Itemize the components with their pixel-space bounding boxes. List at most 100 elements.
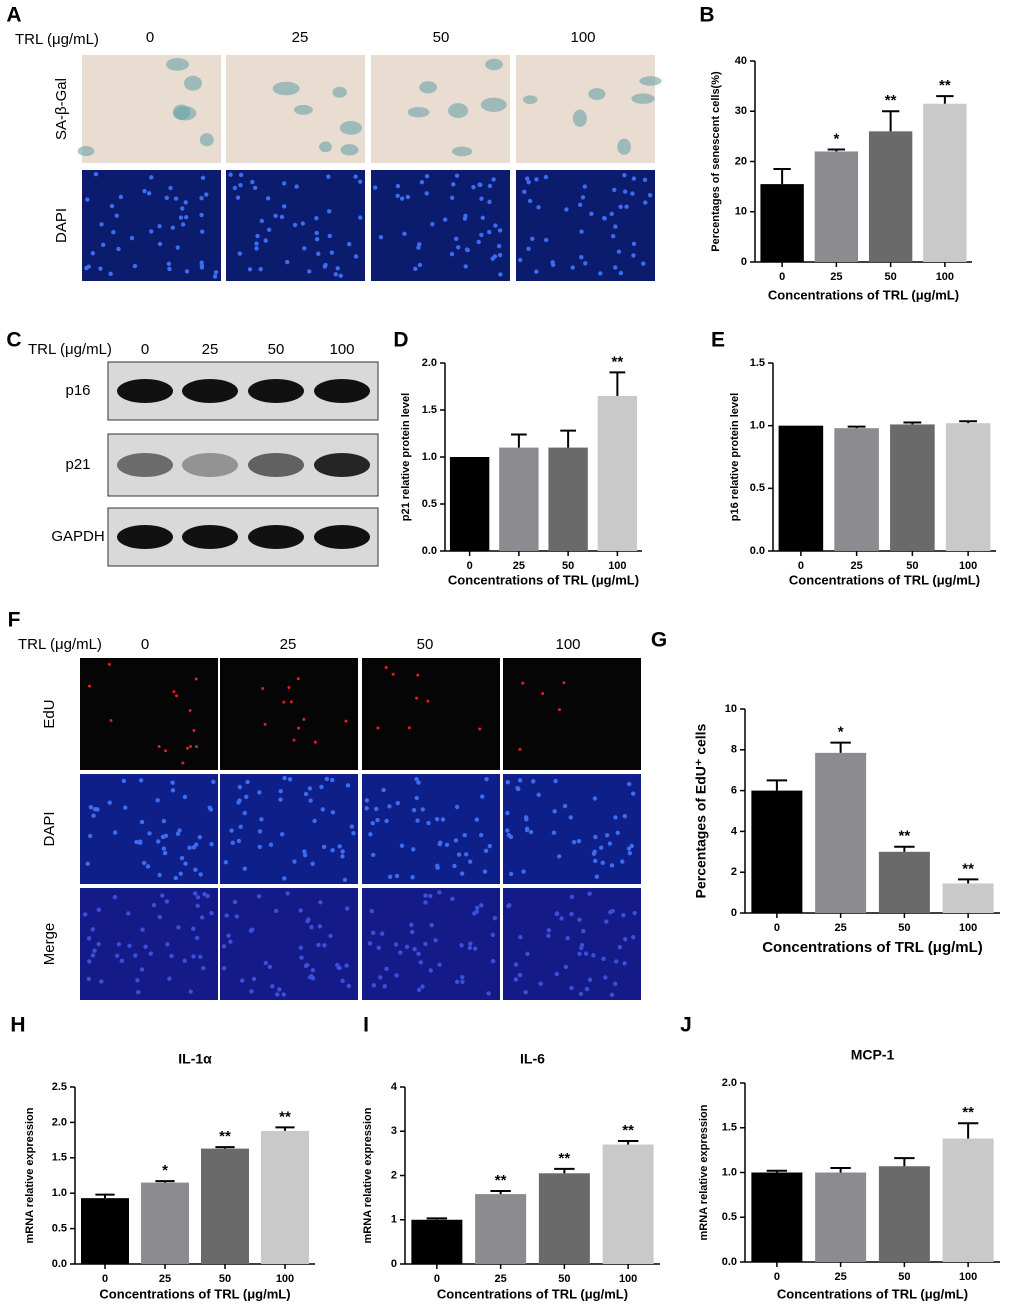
bar <box>868 131 913 262</box>
x-tick-label: 50 <box>898 1271 910 1283</box>
nucleus <box>476 239 481 245</box>
nucleus <box>358 215 363 220</box>
nucleus <box>518 935 523 940</box>
nucleus <box>116 942 122 947</box>
nucleus <box>100 242 106 248</box>
nucleus <box>479 903 484 908</box>
nucleus <box>381 787 386 793</box>
nucleus <box>273 213 278 219</box>
bar <box>890 424 935 551</box>
nucleus <box>194 677 198 681</box>
nucleus <box>249 989 254 994</box>
nucleus <box>198 872 203 877</box>
nucleus <box>346 983 351 989</box>
nucleus <box>508 834 514 840</box>
nucleus <box>474 909 480 914</box>
nucleus <box>416 673 420 677</box>
nucleus <box>626 846 632 851</box>
bar <box>538 1173 590 1264</box>
nucleus <box>437 890 442 895</box>
y-tick-label: 30 <box>735 105 747 117</box>
nucleus <box>199 265 205 270</box>
nucleus <box>344 719 348 723</box>
nucleus <box>308 798 313 803</box>
significance: ** <box>899 828 911 845</box>
stain <box>448 103 469 119</box>
nucleus <box>398 950 403 955</box>
nucleus <box>136 989 141 995</box>
bar <box>760 184 804 262</box>
column-label: 50 <box>417 636 434 653</box>
x-axis-label: Concentrations of TRL (μg/mL) <box>448 572 639 587</box>
nucleus <box>161 846 167 851</box>
condition-label: TRL (μg/mL) <box>18 636 102 653</box>
x-axis-label: Concentrations of TRL (μg/mL) <box>99 1286 290 1301</box>
nucleus <box>429 922 434 928</box>
nucleus <box>193 867 198 872</box>
nucleus <box>267 964 273 970</box>
significance: ** <box>279 1108 291 1125</box>
nucleus <box>451 182 456 187</box>
x-tick-label: 50 <box>885 271 897 283</box>
stain <box>332 86 347 98</box>
nucleus <box>314 216 319 221</box>
nucleus <box>554 971 559 977</box>
nucleus <box>92 807 98 812</box>
nucleus <box>242 810 247 816</box>
x-tick-label: 25 <box>851 560 863 572</box>
nucleus <box>109 718 113 722</box>
stain <box>631 93 655 104</box>
nucleus <box>647 192 653 198</box>
nucleus <box>423 893 428 898</box>
nucleus <box>157 241 163 247</box>
nucleus <box>279 214 285 220</box>
nucleus <box>454 804 460 810</box>
column-label: 25 <box>292 29 309 46</box>
nucleus <box>238 824 243 830</box>
nucleus <box>374 806 379 812</box>
y-axis-label: mRNA relative expression <box>362 1107 374 1243</box>
micrograph <box>503 774 641 884</box>
y-tick-label: 0 <box>731 907 737 919</box>
nucleus <box>506 903 511 909</box>
nucleus <box>478 182 483 187</box>
panel-letter: H <box>10 1014 25 1037</box>
nucleus <box>472 946 478 951</box>
nucleus <box>255 233 260 239</box>
x-tick-label: 0 <box>798 560 804 572</box>
nucleus <box>247 267 253 272</box>
stain <box>617 138 631 155</box>
nucleus <box>351 831 356 836</box>
significance: ** <box>962 860 974 877</box>
nucleus <box>261 686 265 690</box>
nucleus <box>263 722 267 726</box>
panel-letter: J <box>680 1014 692 1037</box>
nucleus <box>259 817 264 822</box>
bar <box>602 1144 654 1264</box>
nucleus <box>310 975 316 981</box>
nucleus <box>326 174 331 179</box>
nucleus <box>166 261 172 267</box>
nucleus <box>493 223 498 228</box>
nucleus <box>302 246 307 251</box>
nucleus <box>384 666 388 670</box>
nucleus <box>303 791 309 797</box>
nucleus <box>463 213 468 219</box>
nucleus <box>270 984 275 989</box>
x-axis-label: Concentrations of TRL (μg/mL) <box>777 1286 968 1301</box>
nucleus <box>310 861 315 866</box>
nucleus <box>195 745 199 749</box>
row-label: p16 <box>65 382 90 399</box>
nucleus <box>298 908 303 913</box>
nucleus <box>554 911 560 916</box>
nucleus <box>440 817 446 822</box>
nucleus <box>164 899 170 904</box>
bar <box>834 428 879 551</box>
nucleus <box>226 933 231 938</box>
nucleus <box>205 893 210 899</box>
nucleus <box>326 209 332 214</box>
x-tick-label: 0 <box>102 1273 108 1285</box>
nucleus <box>191 954 196 959</box>
stain <box>339 120 363 135</box>
nucleus <box>137 839 143 844</box>
